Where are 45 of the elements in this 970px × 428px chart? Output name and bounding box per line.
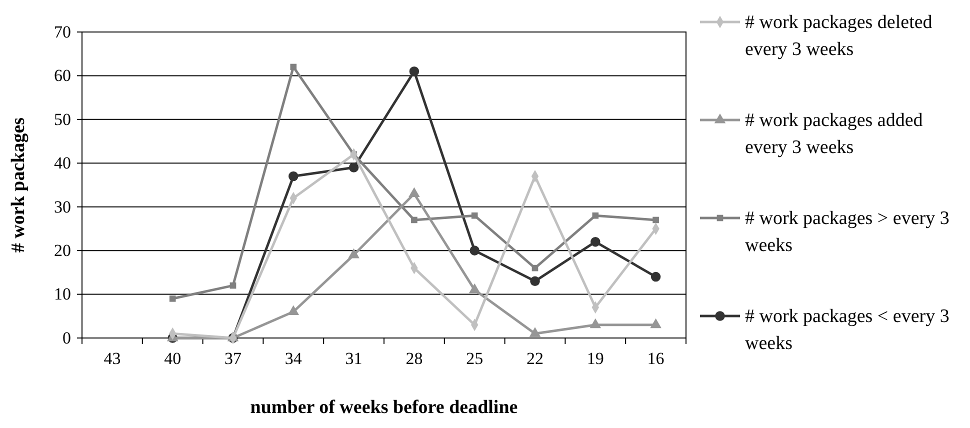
legend-label: # work packages deleted every 3 weeks bbox=[745, 12, 933, 60]
x-tick-label: 43 bbox=[104, 349, 121, 368]
x-tick-label: 34 bbox=[284, 349, 302, 368]
y-tick-label: 30 bbox=[54, 197, 71, 216]
x-tick-label: 40 bbox=[164, 349, 182, 368]
legend-label: # work packages < every 3 weeks bbox=[745, 306, 950, 354]
point bbox=[230, 282, 236, 289]
x-axis-title: number of weeks before deadline bbox=[250, 397, 518, 418]
y-tick-label: 20 bbox=[54, 241, 71, 260]
point bbox=[529, 327, 541, 337]
point bbox=[530, 276, 540, 286]
y-tick-label: 10 bbox=[54, 284, 71, 304]
y-tick-label: 50 bbox=[54, 110, 71, 129]
y-tick-label: 0 bbox=[62, 328, 71, 348]
point bbox=[348, 248, 360, 258]
point bbox=[590, 236, 600, 247]
point bbox=[532, 264, 538, 272]
legend-label: # work packages > every 3 weeks bbox=[745, 208, 950, 256]
point bbox=[590, 318, 602, 328]
point bbox=[290, 64, 297, 70]
x-tick-label: 25 bbox=[466, 349, 484, 368]
y-axis-title: # work packages bbox=[8, 117, 29, 253]
legend-label: # work packages added every 3 weeks bbox=[745, 110, 924, 158]
x-tick-label: 19 bbox=[586, 349, 604, 368]
point bbox=[409, 66, 420, 76]
point bbox=[471, 212, 478, 219]
point bbox=[169, 295, 176, 302]
y-tick-label: 70 bbox=[54, 22, 71, 42]
point bbox=[288, 305, 300, 316]
x-tick-label: 16 bbox=[647, 349, 664, 368]
x-tick-label: 31 bbox=[345, 349, 362, 368]
point bbox=[592, 212, 599, 219]
point bbox=[650, 318, 662, 328]
point bbox=[288, 171, 298, 182]
point bbox=[470, 246, 480, 256]
point bbox=[348, 162, 359, 172]
y-tick-label: 40 bbox=[54, 154, 71, 173]
y-tick-label: 60 bbox=[54, 66, 71, 86]
point bbox=[411, 216, 418, 224]
point bbox=[652, 216, 659, 224]
x-tick-label: 37 bbox=[224, 349, 242, 368]
point bbox=[650, 272, 661, 282]
point bbox=[468, 283, 480, 294]
x-tick-label: 28 bbox=[406, 349, 423, 368]
x-tick-label: 22 bbox=[526, 349, 544, 368]
